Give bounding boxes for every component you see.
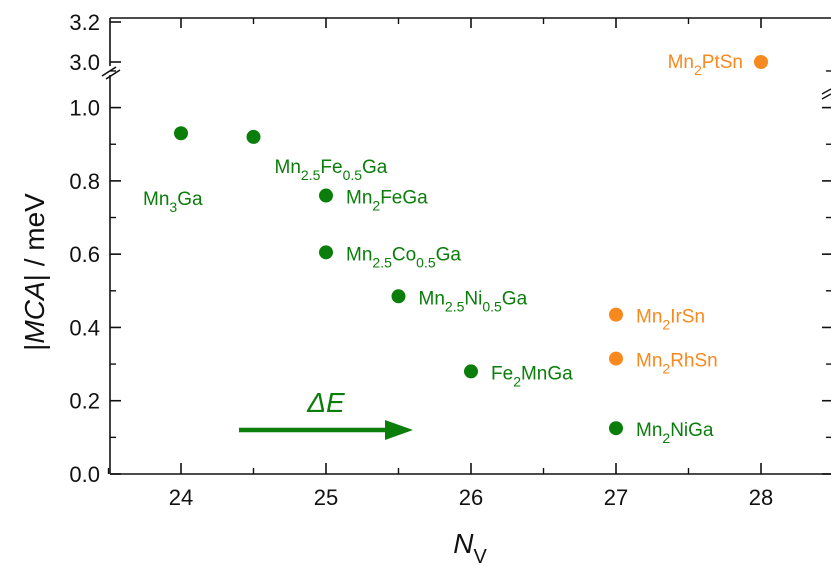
- point-label: Mn2PtSn: [668, 52, 743, 78]
- x-tick-label: 25: [314, 485, 338, 510]
- axis-break-mark: [100, 66, 121, 80]
- data-points: [174, 55, 768, 436]
- data-point: [609, 421, 623, 436]
- data-point: [319, 245, 333, 260]
- data-point: [464, 364, 478, 379]
- x-tick-label: 26: [459, 485, 483, 510]
- point-label: Mn2NiGa: [636, 420, 714, 446]
- point-label: Mn2IrSn: [636, 307, 705, 333]
- y-tick-label: 0.8: [69, 169, 100, 194]
- y-tick-label: 0.6: [69, 242, 100, 267]
- axis-break-mark-right: [821, 88, 831, 100]
- data-point: [391, 289, 406, 304]
- data-point: [246, 129, 261, 144]
- y-tick-label-upper: 3.0: [69, 50, 100, 75]
- point-label: Mn2FeGa: [346, 188, 428, 214]
- axis-titles: NV |MCA| / meV: [19, 193, 487, 565]
- y-tick-label: 1.0: [69, 96, 100, 121]
- y-tick-label: 0.4: [69, 315, 100, 340]
- x-tick-label: 27: [604, 485, 628, 510]
- tick-labels: 24 25 26 27 28 0.0 0.2 0.4 0.6 0.8 1.0 3.0 3.2: [69, 10, 773, 510]
- point-label: Fe2MnGa: [491, 363, 573, 389]
- point-label: Mn3Ga: [143, 189, 203, 215]
- point-label: Mn2RhSn: [636, 351, 718, 377]
- point-label: Mn2.5Fe0.5Ga: [275, 157, 388, 183]
- delta-e-annotation: ΔE: [239, 387, 413, 441]
- x-tick-label: 28: [749, 485, 773, 510]
- x-tick-label: 24: [169, 485, 193, 510]
- data-point: [609, 307, 623, 322]
- y-tick-label: 0.2: [69, 389, 100, 414]
- tick-marks: [107, 18, 831, 475]
- data-point: [609, 351, 623, 366]
- y-tick-label-upper: 3.2: [69, 10, 100, 35]
- point-label: Mn2.5Ni0.5Ga: [419, 288, 528, 314]
- y-tick-label: 0.0: [69, 462, 100, 487]
- x-axis-title: NV: [453, 528, 487, 565]
- data-point: [754, 55, 768, 69]
- data-point: [174, 126, 188, 141]
- delta-e-arrow-head: [385, 420, 413, 441]
- delta-e-label: ΔE: [306, 387, 345, 418]
- y-axis-title: |MCA| / meV: [19, 193, 50, 351]
- axes: [100, 17, 831, 475]
- data-point: [319, 188, 333, 203]
- point-labels: Mn3Ga Mn2.5Fe0.5Ga Mn2FeGa Mn2.5Co0.5Ga Mn2.…: [143, 52, 743, 446]
- point-label: Mn2.5Co0.5Ga: [346, 244, 461, 270]
